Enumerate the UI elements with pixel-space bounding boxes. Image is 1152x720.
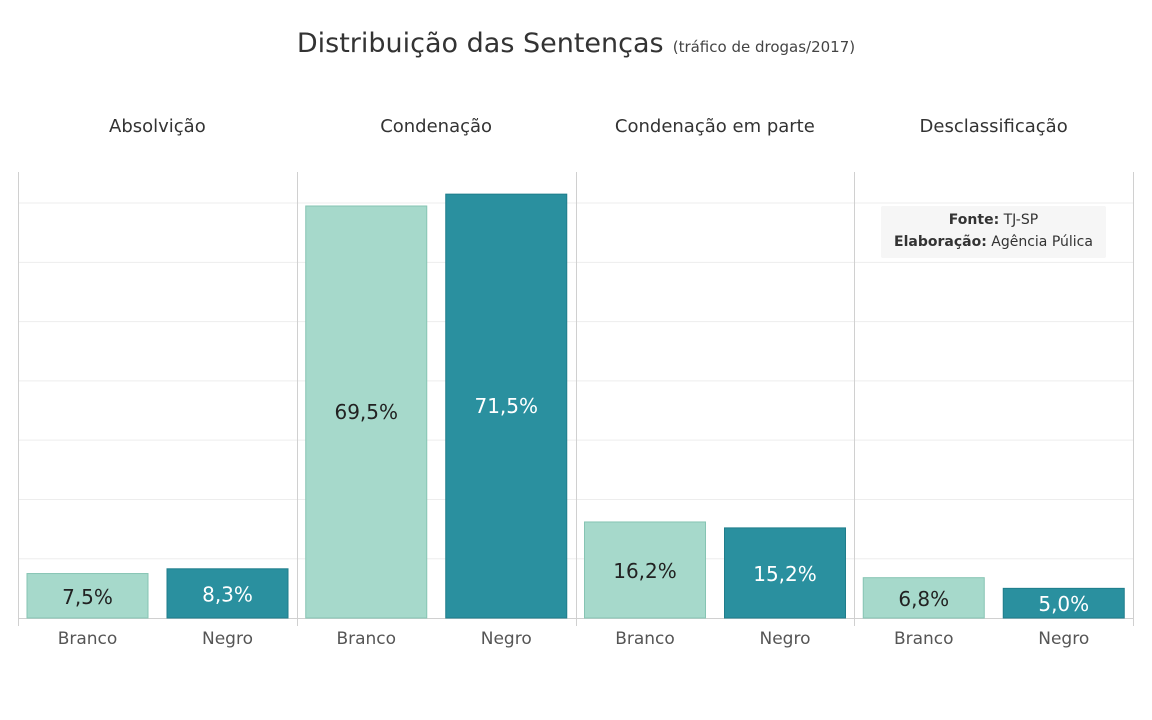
category-label: Negro bbox=[1038, 629, 1089, 649]
panel-header: Condenação em parte bbox=[615, 116, 815, 137]
elaboration-value: Agência Púlica bbox=[991, 234, 1093, 250]
bar-branco bbox=[584, 521, 706, 619]
source-note: Fonte: TJ-SP Elaboração: Agência Púlica bbox=[881, 206, 1106, 258]
chart-title-sub: (tráfico de drogas/2017) bbox=[672, 38, 856, 56]
category-label: Branco bbox=[615, 629, 675, 649]
data-label: 6,8% bbox=[898, 587, 949, 611]
bar-negro bbox=[166, 568, 289, 619]
panel-header: Desclassificação bbox=[920, 116, 1068, 137]
data-label: 69,5% bbox=[334, 400, 398, 424]
panel-header: Absolvição bbox=[109, 116, 206, 137]
source-value: TJ-SP bbox=[1003, 212, 1039, 228]
data-label: 8,3% bbox=[202, 582, 253, 606]
category-label: Negro bbox=[481, 629, 532, 649]
bar-branco bbox=[305, 205, 428, 619]
elaboration-label: Elaboração: bbox=[894, 234, 987, 250]
bar-negro bbox=[1002, 587, 1125, 619]
category-label: Branco bbox=[894, 629, 954, 649]
data-label: 15,2% bbox=[753, 562, 817, 586]
panel-dividers bbox=[18, 172, 1134, 626]
source-label: Fonte: bbox=[948, 212, 1000, 228]
category-label: Negro bbox=[202, 629, 253, 649]
chart-title-main: Distribuição das Sentenças bbox=[296, 28, 664, 59]
bar-branco bbox=[26, 573, 149, 619]
data-label: 16,2% bbox=[613, 559, 677, 583]
data-label: 5,0% bbox=[1038, 592, 1089, 616]
labels: Absolvição 7,5% Branco 8,3% Negro Condenação 6… bbox=[58, 116, 1090, 649]
elaboration-line: Elaboração: Agência Púlica bbox=[881, 231, 1106, 253]
bars bbox=[26, 193, 1125, 619]
category-label: Branco bbox=[58, 629, 118, 649]
data-label: 7,5% bbox=[62, 585, 113, 609]
chart-title: Distribuição das Sentenças (tráfico de d… bbox=[0, 28, 1152, 59]
category-label: Branco bbox=[336, 629, 396, 649]
bar-negro bbox=[724, 527, 846, 619]
panel-header: Condenação bbox=[380, 116, 492, 137]
bar-branco bbox=[862, 577, 985, 619]
data-label: 71,5% bbox=[474, 394, 538, 418]
gridlines bbox=[18, 202, 1133, 619]
category-label: Negro bbox=[760, 629, 811, 649]
bar-negro bbox=[445, 193, 568, 619]
source-line: Fonte: TJ-SP bbox=[881, 209, 1106, 231]
